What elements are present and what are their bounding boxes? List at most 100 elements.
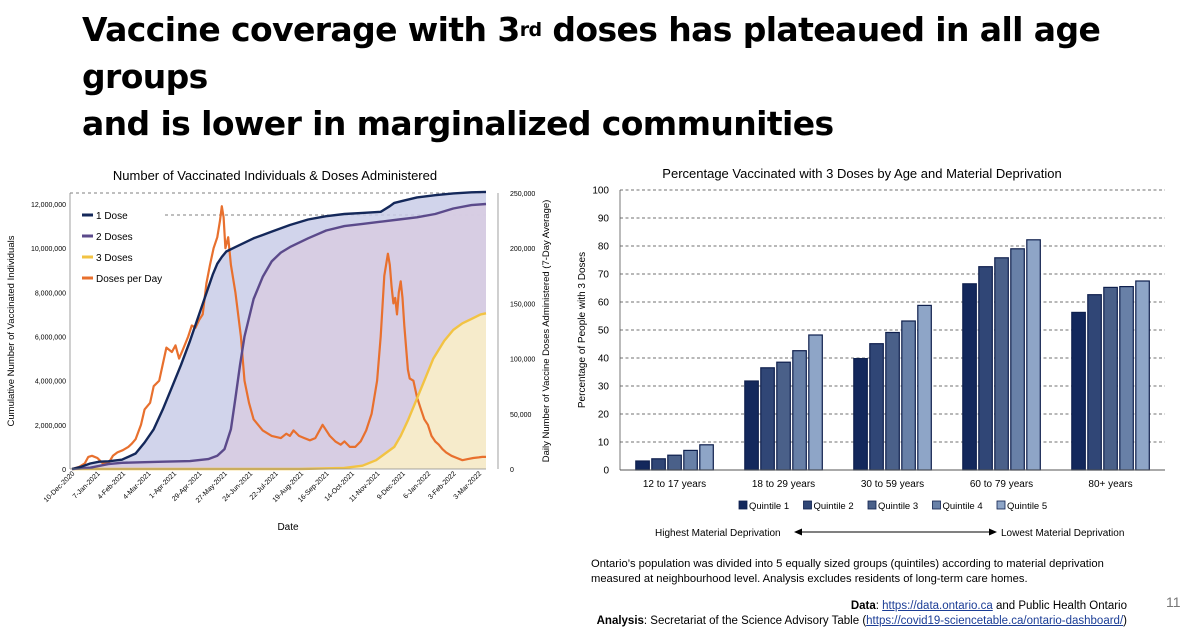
- bar-quintile-3: [994, 257, 1009, 471]
- analysis-text: : Secretariat of the Science Advisory Ta…: [643, 615, 867, 627]
- x-tick-label: 10-Dec-2020: [43, 470, 77, 504]
- bar-quintile-3: [1103, 286, 1118, 471]
- bar-category-label: 30 to 59 years: [861, 479, 924, 490]
- left-y-tick-label: 6,000,000: [35, 335, 66, 342]
- bar-quintile-1: [962, 283, 977, 471]
- left-y-tick-label: 10,000,000: [31, 246, 66, 253]
- quintile-bar-chart: Percentage Vaccinated with 3 Doses by Ag…: [577, 166, 1165, 539]
- legend-label: 1 Dose: [96, 211, 128, 222]
- series-line-3-doses: [72, 312, 487, 471]
- series-line-2-doses: [71, 202, 487, 471]
- left-chart-title: Number of Vaccinated Individuals & Doses…: [113, 168, 437, 183]
- bar-quintile-1: [1071, 311, 1086, 471]
- bar-quintile-5: [808, 334, 823, 471]
- bar-quintile-1: [635, 460, 650, 471]
- legend-label: Quintile 2: [814, 501, 854, 512]
- bar-chart-legend: Quintile 1 Quintile 2 Quintile 3 Quintile 4…: [738, 500, 1047, 512]
- right-y-tick-label: 200,000: [510, 246, 535, 253]
- data-source-line: Data: https://data.ontario.ca and Public…: [850, 600, 1127, 612]
- legend-label: 3 Doses: [96, 253, 133, 264]
- bar-quintile-4: [792, 350, 807, 471]
- annotation-highest-deprivation: Highest Material Deprivation: [655, 528, 781, 539]
- right-y-tick-label: 100,000: [510, 357, 535, 364]
- bar-category-label: 12 to 17 years: [643, 479, 706, 490]
- vaccinated-individuals-chart: Number of Vaccinated Individuals & Doses…: [6, 168, 552, 533]
- data-source-label: Data: [850, 600, 876, 612]
- bar-y-tick-label: 80: [598, 242, 610, 253]
- bar-y-tick-label: 50: [598, 326, 610, 337]
- legend-label: Doses per Day: [96, 274, 162, 285]
- data-ontario-link[interactable]: https://data.ontario.ca: [882, 600, 993, 612]
- bar-quintile-5: [917, 304, 932, 471]
- right-y-axis-label: Daily Number of Vaccine Doses Administer…: [541, 200, 552, 463]
- slide-title: Vaccine coverage with 3rd doses has plat…: [82, 6, 1182, 147]
- left-x-axis-label: Date: [277, 522, 299, 533]
- legend-swatch: [803, 500, 812, 510]
- analysis-label: Analysis: [596, 615, 644, 627]
- bar-quintile-2: [760, 367, 775, 471]
- title-part2: doses has plateaued in all age groups: [82, 10, 1101, 96]
- bar-quintile-4: [1119, 286, 1134, 471]
- area-fill-3: [72, 313, 486, 469]
- bar-quintile-5: [1026, 239, 1041, 471]
- bar-y-tick-label: 20: [598, 410, 610, 421]
- science-table-link[interactable]: https://covid19-sciencetable.ca/ontario-…: [866, 615, 1124, 627]
- bar-category-label: 80+ years: [1088, 479, 1132, 490]
- bar-category-label: 18 to 29 years: [752, 479, 815, 490]
- left-y-tick-label: 2,000,000: [35, 423, 66, 430]
- bar-quintile-1: [744, 380, 759, 471]
- left-y-tick-label: 12,000,000: [31, 202, 66, 209]
- bar-y-tick-label: 70: [598, 270, 610, 281]
- legend-swatch: [867, 500, 877, 510]
- title-part1: Vaccine coverage with 3: [82, 10, 520, 49]
- bar-quintile-1: [853, 358, 868, 471]
- bar-y-tick-label: 90: [598, 214, 610, 225]
- legend-label: Quintile 5: [1007, 501, 1047, 512]
- series-line-doses-per-day: [71, 205, 486, 471]
- bar-quintile-2: [1087, 294, 1102, 471]
- bar-y-tick-label: 30: [598, 382, 610, 393]
- right-y-tick-label: 250,000: [510, 191, 535, 198]
- bar-quintile-3: [776, 361, 791, 471]
- left-y-tick-label: 0: [62, 467, 66, 474]
- bar-quintile-5: [699, 444, 714, 471]
- left-y-tick-label: 8,000,000: [35, 290, 66, 297]
- bar-y-axis-label: Percentage of People with 3 Doses: [577, 252, 588, 408]
- left-y-tick-label: 4,000,000: [35, 379, 66, 386]
- annotation-lowest-deprivation: Lowest Material Deprivation: [1001, 528, 1124, 539]
- legend-swatch: [932, 500, 941, 510]
- page-number: 11: [1166, 594, 1181, 610]
- bar-quintile-4: [901, 320, 916, 471]
- left-y-axis-label: Cumulative Number of Vaccinated Individu…: [6, 235, 17, 426]
- legend-swatch: [996, 500, 1006, 510]
- title-superscript: rd: [519, 19, 542, 41]
- bar-quintile-2: [651, 458, 666, 471]
- bar-y-tick-label: 0: [603, 466, 609, 477]
- area-fill-2: [72, 204, 486, 469]
- right-y-tick-label: 150,000: [510, 301, 535, 308]
- bar-quintile-2: [978, 266, 993, 471]
- right-y-tick-label: 0: [510, 467, 514, 474]
- legend-label: Quintile 1: [749, 501, 789, 512]
- right-chart-title: Percentage Vaccinated with 3 Doses by Ag…: [662, 166, 1061, 181]
- legend-label: 2 Doses: [96, 232, 133, 243]
- bar-quintile-5: [1135, 280, 1150, 471]
- bar-quintile-4: [1010, 248, 1025, 471]
- bar-y-tick-label: 10: [598, 438, 610, 449]
- bar-quintile-2: [869, 343, 884, 471]
- bar-y-tick-label: 100: [592, 186, 609, 197]
- series-line-1-dose: [71, 190, 487, 471]
- legend-swatch: [738, 500, 748, 510]
- analysis-end: ): [1123, 615, 1127, 627]
- methodology-note: Ontario’s population was divided into 5 …: [591, 558, 1104, 585]
- title-line2: and is lower in marginalized communities: [82, 104, 834, 143]
- right-y-tick-label: 50,000: [510, 412, 532, 419]
- data-source-rest: and Public Health Ontario: [992, 600, 1127, 612]
- bar-y-tick-label: 40: [598, 354, 610, 365]
- bar-category-label: 60 to 79 years: [970, 479, 1033, 490]
- bar-quintile-3: [667, 454, 682, 471]
- bar-quintile-4: [683, 449, 698, 471]
- left-chart-legend: 1 Dose 2 Doses 3 Doses Doses per Day: [82, 211, 162, 285]
- legend-label: Quintile 4: [943, 501, 983, 512]
